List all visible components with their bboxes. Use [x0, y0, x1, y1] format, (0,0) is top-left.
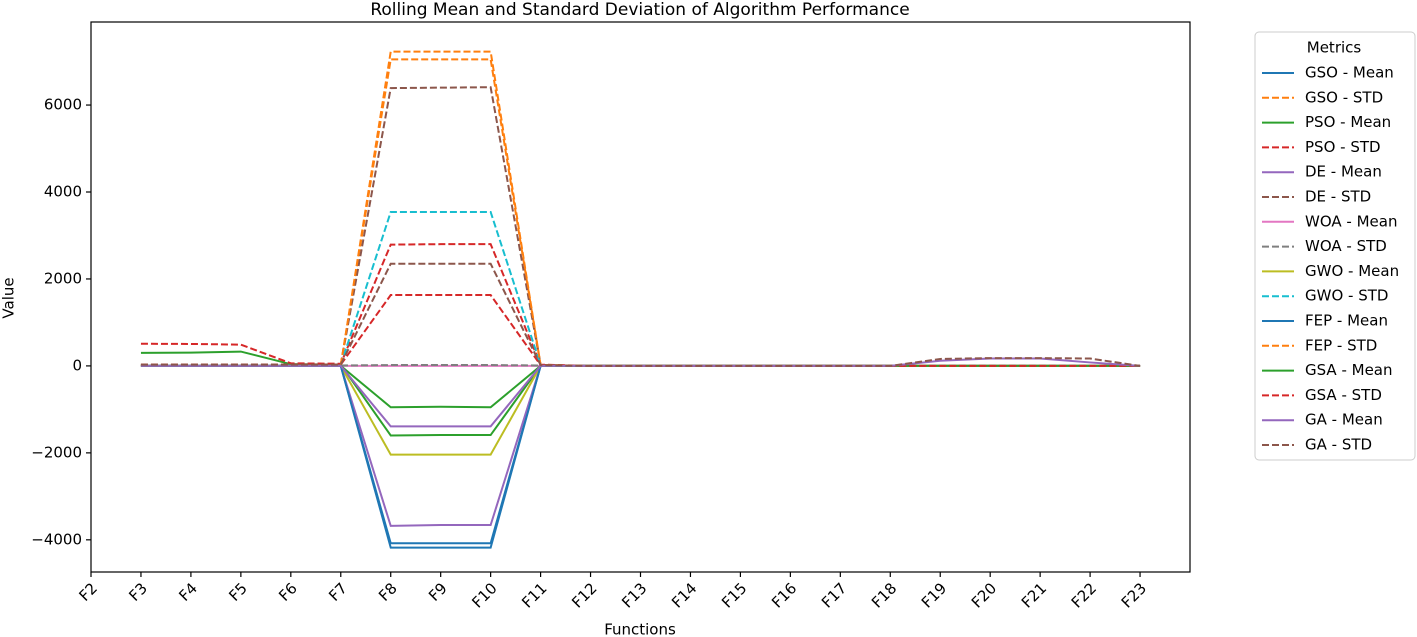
x-tick-label: F14: [668, 579, 700, 611]
x-tick-label: F20: [968, 579, 1000, 611]
x-tick-label: F23: [1118, 579, 1150, 611]
x-tick-label: F16: [768, 579, 800, 611]
x-tick-label: F9: [425, 579, 451, 605]
x-tick-label: F10: [468, 579, 500, 611]
x-tick-label: F19: [918, 579, 950, 611]
series-line: [140, 364, 1141, 456]
y-axis-label: Value: [0, 277, 18, 318]
legend-label: PSO - STD: [1305, 138, 1381, 156]
y-tick-label: 0: [72, 356, 82, 374]
x-tick-label: F22: [1068, 579, 1100, 611]
y-tick-label: 6000: [44, 96, 82, 114]
x-axis-label: Functions: [604, 621, 676, 637]
x-tick-label: F12: [568, 579, 600, 611]
series-line: [140, 364, 1141, 545]
series-line: [140, 364, 1141, 549]
legend-label: GWO - STD: [1305, 287, 1388, 305]
plot-frame: [90, 21, 1191, 573]
x-tick-label: F13: [618, 579, 650, 611]
legend-label: GA - STD: [1305, 436, 1372, 454]
legend-label: FEP - Mean: [1305, 312, 1388, 330]
y-tick-label: 2000: [44, 269, 82, 287]
series-line: [140, 243, 1141, 367]
x-tick-label: F6: [275, 579, 301, 605]
legend-label: GSO - STD: [1305, 88, 1383, 106]
series-line: [140, 211, 1141, 367]
legend-label: GA - Mean: [1305, 411, 1383, 429]
series-line: [140, 50, 1141, 367]
legend-label: WOA - Mean: [1305, 212, 1397, 230]
legend-box: [1254, 31, 1416, 461]
y-tick-label: 4000: [44, 183, 82, 201]
series-line: [140, 58, 1141, 367]
x-tick-label: F2: [75, 579, 101, 605]
legend-label: GSA - STD: [1305, 386, 1382, 404]
legend-label: GSO - Mean: [1305, 64, 1394, 82]
series-line: [140, 262, 1141, 367]
legend-label: FEP - STD: [1305, 336, 1377, 354]
series-line: [140, 357, 1141, 428]
x-tick-label: F11: [518, 579, 550, 611]
x-tick-label: F18: [868, 579, 900, 611]
series-line: [140, 86, 1141, 367]
legend-label: GWO - Mean: [1305, 262, 1399, 280]
series-line: [140, 294, 1141, 367]
y-tick-label: −4000: [31, 530, 82, 548]
x-tick-label: F4: [175, 579, 201, 605]
legend-label: PSO - Mean: [1305, 113, 1391, 131]
x-tick-label: F5: [225, 579, 251, 605]
legend-title: Metrics: [1307, 39, 1362, 57]
legend-label: WOA - STD: [1305, 237, 1387, 255]
x-tick-label: F21: [1018, 579, 1050, 611]
legend-label: DE - STD: [1305, 188, 1371, 206]
series-line: [140, 364, 1141, 409]
x-tick-label: F15: [718, 579, 750, 611]
legend-label: DE - Mean: [1305, 163, 1382, 181]
series-line: [140, 364, 1141, 527]
x-tick-label: F3: [125, 579, 151, 605]
legend-label: GSA - Mean: [1305, 361, 1393, 379]
x-tick-label: F17: [818, 579, 850, 611]
y-tick-label: −2000: [31, 443, 82, 461]
x-tick-label: F7: [325, 579, 351, 605]
chart-title: Rolling Mean and Standard Deviation of A…: [370, 0, 909, 20]
x-tick-label: F8: [375, 579, 401, 605]
